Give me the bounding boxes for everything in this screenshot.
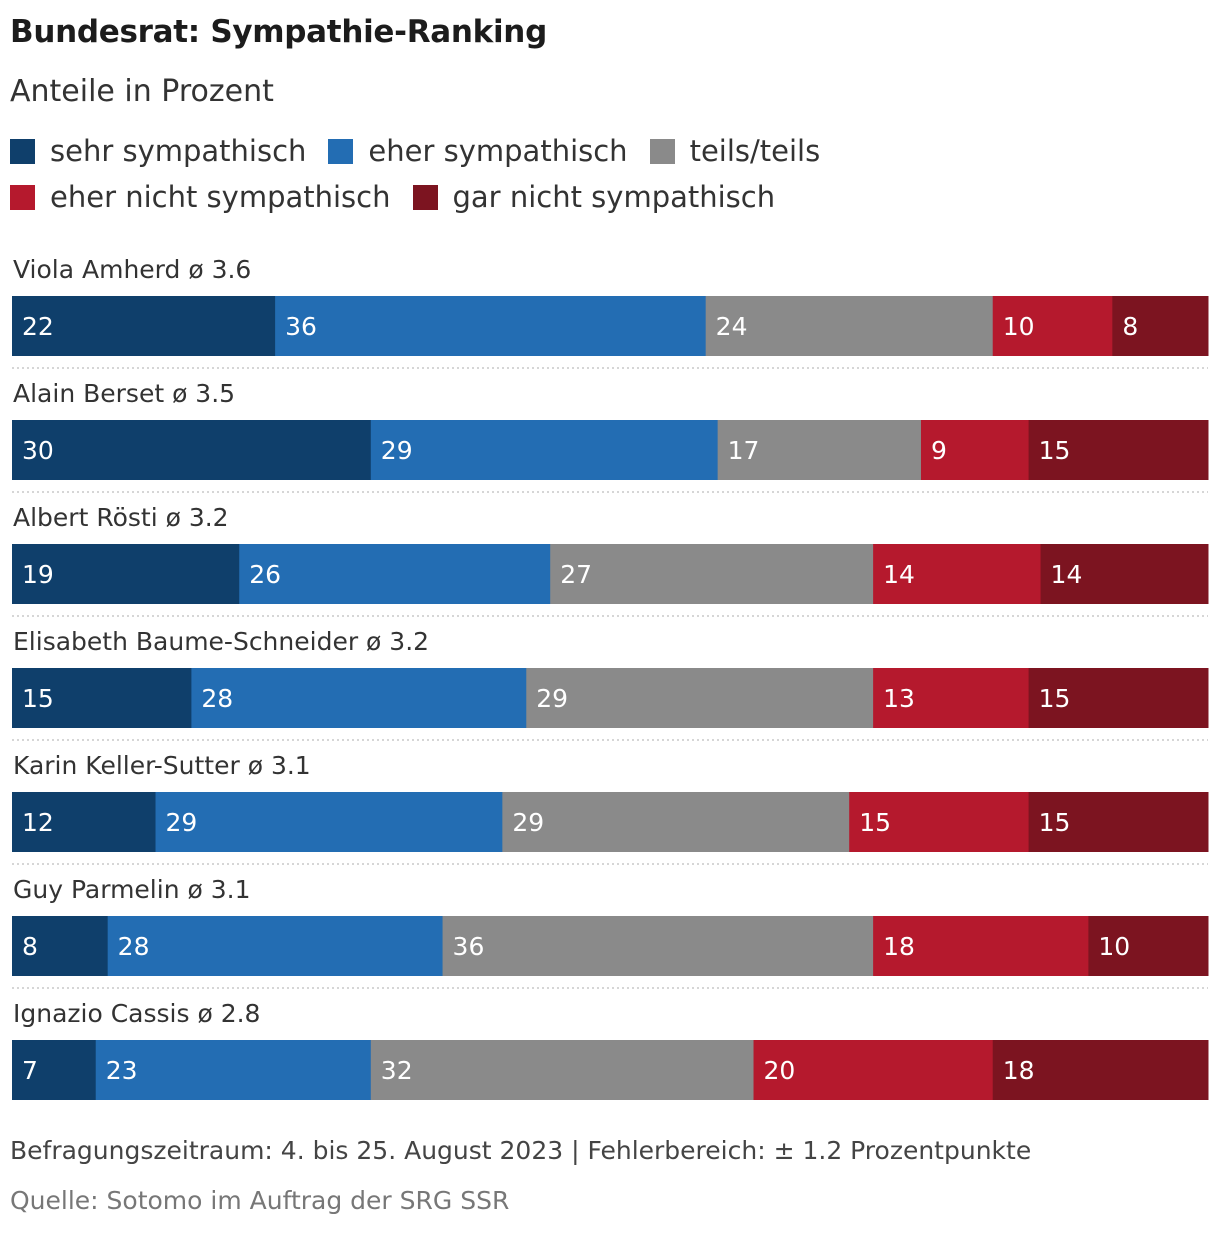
bar-segment [370, 420, 719, 480]
bar-segment [992, 296, 1113, 356]
legend-swatch [328, 138, 354, 164]
legend-label: teils/teils [689, 134, 821, 168]
row-label: Ignazio Cassis ø 2.8 [13, 999, 260, 1028]
bar-segment [753, 1040, 994, 1100]
bar-value-label: 23 [106, 1056, 138, 1085]
bar-segment [191, 668, 527, 728]
legend-label: gar nicht sympathisch [452, 180, 776, 214]
bar-value-label: 10 [1003, 312, 1035, 341]
legend-swatch [649, 138, 675, 164]
bar-segment [370, 1040, 755, 1100]
bar-segment [1028, 420, 1209, 480]
bar-segment [992, 1040, 1209, 1100]
bar-value-label: 28 [201, 684, 233, 713]
legend: sehr sympathisch eher sympathisch teils/te… [10, 134, 1210, 214]
bar-value-label: 18 [883, 932, 915, 961]
bar-segment [550, 544, 874, 604]
bar-segment [155, 792, 503, 852]
legend-label: eher nicht sympathisch [50, 180, 391, 214]
bar-segment [12, 544, 240, 604]
bar-segment [705, 296, 994, 356]
bar-value-label: 7 [22, 1056, 38, 1085]
bar-value-label: 36 [453, 932, 485, 961]
bar-value-label: 15 [1039, 808, 1071, 837]
bar-value-label: 24 [716, 312, 748, 341]
bar-segment [717, 420, 922, 480]
bar-value-label: 15 [22, 684, 54, 713]
legend-swatch [412, 184, 438, 210]
bar-value-label: 20 [764, 1056, 796, 1085]
bar-value-label: 29 [381, 436, 413, 465]
bar-value-label: 9 [931, 436, 947, 465]
bar-segment [239, 544, 551, 604]
row-label: Albert Rösti ø 3.2 [13, 503, 229, 532]
bar-value-label: 12 [22, 808, 54, 837]
bar-value-label: 15 [1039, 684, 1071, 713]
row-label: Viola Amherd ø 3.6 [13, 255, 251, 284]
bar-value-label: 10 [1098, 932, 1130, 961]
bar-value-label: 29 [166, 808, 198, 837]
bar-value-label: 32 [381, 1056, 413, 1085]
bar-value-label: 14 [883, 560, 915, 589]
bar-value-label: 14 [1051, 560, 1083, 589]
bar-value-label: 28 [118, 932, 150, 961]
bar-segment [1112, 296, 1209, 356]
bar-segment [1028, 668, 1209, 728]
row-label: Karin Keller-Sutter ø 3.1 [13, 751, 311, 780]
bar-value-label: 27 [560, 560, 592, 589]
bar-segment [873, 544, 1042, 604]
bar-segment [95, 1040, 372, 1100]
chart-source: Quelle: Sotomo im Auftrag der SRG SSR [10, 1186, 510, 1215]
bar-segment [526, 668, 874, 728]
legend-swatch [10, 138, 35, 164]
bar-segment [275, 296, 707, 356]
chart-title: Bundesrat: Sympathie-Ranking [10, 14, 547, 50]
bar-segment [442, 916, 874, 976]
bar-segment [849, 792, 1030, 852]
legend-swatch [10, 184, 35, 210]
chart-note: Befragungszeitraum: 4. bis 25. August 20… [10, 1136, 1032, 1165]
bar-value-label: 30 [22, 436, 54, 465]
bar-segment [12, 1040, 97, 1100]
bar-segment [12, 792, 157, 852]
bar-segment [1028, 792, 1209, 852]
legend-label: sehr sympathisch [50, 134, 307, 168]
bar-segment [873, 916, 1089, 976]
bar-segment [502, 792, 850, 852]
bar-value-label: 17 [728, 436, 760, 465]
bar-segment [1088, 916, 1209, 976]
bar-segment [12, 296, 276, 356]
bar-segment [12, 916, 109, 976]
legend-item: sehr sympathisch [10, 134, 307, 168]
legend-item: eher sympathisch [328, 134, 628, 168]
bar-segment [920, 420, 1030, 480]
bar-segment [1040, 544, 1209, 604]
bar-value-label: 29 [536, 684, 568, 713]
bar-segment [107, 916, 444, 976]
row-label: Guy Parmelin ø 3.1 [13, 875, 251, 904]
row-label: Elisabeth Baume-Schneider ø 3.2 [13, 627, 429, 656]
bar-value-label: 8 [22, 932, 38, 961]
bar-value-label: 18 [1003, 1056, 1035, 1085]
bar-segment [12, 668, 192, 728]
bar-value-label: 15 [1039, 436, 1071, 465]
bar-segment [12, 420, 372, 480]
bar-value-label: 22 [22, 312, 54, 341]
bar-value-label: 13 [883, 684, 915, 713]
legend-item: gar nicht sympathisch [412, 180, 776, 214]
bar-value-label: 19 [22, 560, 54, 589]
bar-value-label: 15 [859, 808, 891, 837]
bar-value-label: 8 [1122, 312, 1138, 341]
bar-segment [873, 668, 1030, 728]
bar-value-label: 29 [512, 808, 544, 837]
legend-item: eher nicht sympathisch [10, 180, 391, 214]
bar-value-label: 36 [285, 312, 317, 341]
chart-subtitle: Anteile in Prozent [10, 74, 274, 109]
bar-value-label: 26 [249, 560, 281, 589]
legend-item: teils/teils [649, 134, 821, 168]
row-label: Alain Berset ø 3.5 [13, 379, 235, 408]
legend-label: eher sympathisch [368, 134, 628, 168]
